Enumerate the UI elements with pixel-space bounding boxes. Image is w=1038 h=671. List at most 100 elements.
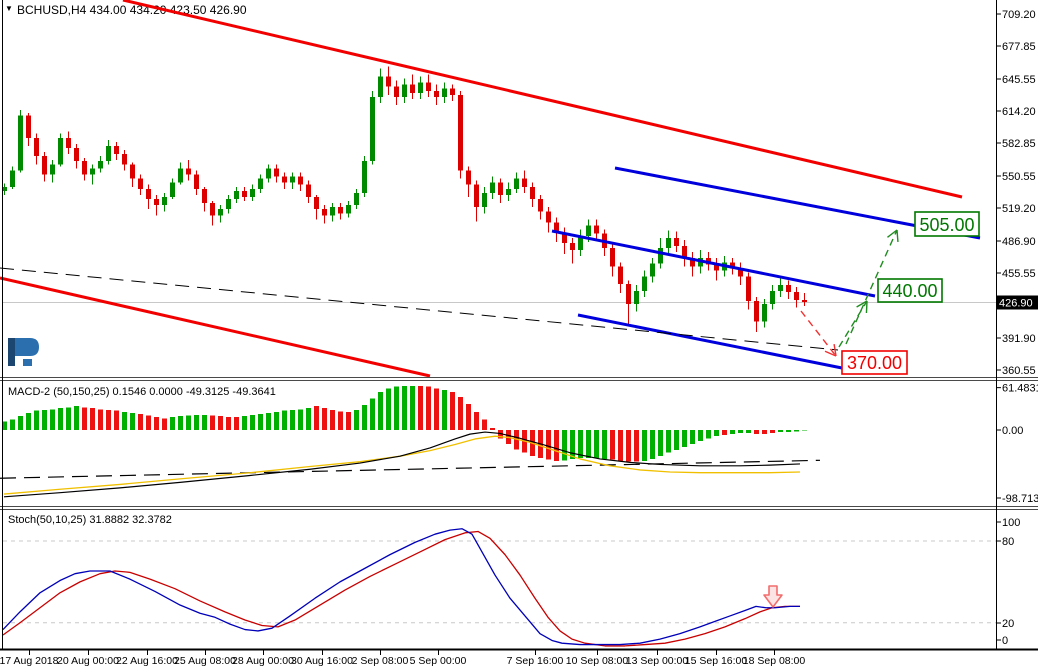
candle-body	[154, 199, 159, 206]
axis-label: 17 Aug 2018	[0, 655, 59, 667]
candle-body	[506, 188, 511, 195]
macd-bar	[722, 430, 727, 435]
macd-bar	[18, 416, 23, 430]
channel-line-blue-middle[interactable]	[551, 229, 876, 298]
macd-bar	[146, 415, 151, 430]
candle-body	[98, 161, 103, 169]
axis-label: 0	[1002, 635, 1008, 647]
candle-body	[498, 182, 503, 195]
trendline-dashed-black[interactable]	[0, 267, 839, 351]
macd-bar	[402, 385, 407, 430]
macd-bar	[322, 407, 327, 430]
price-targets-layer[interactable]: 505.00 440.00 370.00	[841, 211, 980, 375]
target-arrow-440[interactable]	[838, 300, 868, 348]
candles-layer	[2, 66, 807, 332]
candle-body	[330, 207, 335, 216]
candle-body	[770, 290, 775, 305]
macd-bar	[66, 407, 71, 430]
macd-bar	[458, 396, 463, 430]
axis-label: 505.00	[919, 215, 974, 235]
macd-bar	[426, 386, 431, 430]
macd-indicator-label: MACD-2 (50,150,25) 0.1546 0.0000 -49.312…	[8, 386, 276, 398]
macd-bar	[330, 410, 335, 430]
macd-bar	[370, 398, 375, 430]
macd-bar	[138, 414, 143, 430]
arrows-layer[interactable]	[800, 229, 899, 357]
candle-body	[794, 291, 799, 301]
price-axis: 709.20 677.85 645.55 614.20 582.85 550.55 519.…	[997, 9, 1038, 647]
candle-body	[474, 184, 479, 208]
macd-bar	[282, 410, 287, 430]
macd-bar	[442, 390, 447, 430]
macd-signal-line	[3, 435, 801, 495]
candle-body	[170, 182, 175, 197]
candle-body	[642, 276, 647, 291]
resistance-line-red-upper[interactable]	[122, 0, 963, 199]
candle-body	[658, 248, 663, 264]
candle-body	[282, 176, 287, 183]
macd-bar	[114, 410, 119, 430]
candle-body	[634, 290, 639, 305]
candle-body	[594, 225, 599, 234]
candle-body	[306, 184, 311, 197]
macd-bar	[634, 430, 639, 462]
macd-bar	[610, 430, 615, 460]
macd-bar	[802, 430, 807, 431]
axis-label: 18 Sep 08:00	[743, 655, 806, 667]
macd-bar	[98, 409, 103, 430]
support-line-red-lower[interactable]	[0, 276, 431, 378]
candle-body	[570, 242, 575, 251]
macd-bar	[578, 430, 583, 459]
candle-body	[538, 199, 543, 212]
symbol-dropdown-icon[interactable]: ▼	[5, 4, 13, 13]
candle-body	[514, 178, 519, 189]
macd-bar	[762, 430, 767, 435]
macd-bar	[242, 416, 247, 430]
axis-label: 391.90	[1002, 333, 1036, 345]
macd-bar	[34, 410, 39, 430]
chart-title: BCHUSD,H4 434.00 434.20 423.50 426.90	[17, 3, 247, 17]
candle-body	[42, 156, 47, 175]
macd-bar	[786, 430, 791, 433]
axis-label: 10 Sep 08:00	[566, 655, 629, 667]
candle-body	[82, 161, 87, 175]
stoch-down-arrow[interactable]	[763, 585, 783, 608]
channel-line-blue-lower[interactable]	[577, 313, 843, 370]
macd-bar	[42, 410, 47, 430]
candle-body	[266, 168, 271, 179]
candle-body	[130, 164, 135, 179]
macd-bar	[602, 430, 607, 459]
price-target-505[interactable]: 505.00	[914, 211, 980, 237]
macd-dashed-trendline[interactable]	[0, 459, 821, 479]
macd-bar	[226, 416, 231, 430]
price-target-440[interactable]: 440.00	[877, 278, 943, 303]
candle-body	[274, 168, 279, 177]
macd-bar	[58, 407, 63, 430]
macd-bar	[474, 412, 479, 430]
candle-body	[90, 168, 95, 175]
macd-bar	[682, 430, 687, 448]
candle-body	[738, 268, 743, 277]
macd-bar	[770, 430, 775, 433]
macd-bar	[418, 385, 423, 430]
target-arrow-505[interactable]	[845, 229, 899, 345]
candle-body	[114, 145, 119, 155]
candle-body	[690, 258, 695, 267]
axis-label: 582.85	[1002, 138, 1036, 150]
macd-bar	[650, 430, 655, 459]
macd-bar	[730, 430, 735, 435]
price-target-370[interactable]: 370.00	[841, 350, 908, 375]
axis-label: -98.7138	[1002, 493, 1038, 505]
axis-label: 30 Aug 16:00	[291, 655, 353, 667]
candle-body	[714, 264, 719, 271]
candle-body	[122, 154, 127, 165]
axis-label: 360.55	[1002, 365, 1036, 377]
axis-label: 61.4831	[1002, 383, 1038, 395]
macd-bar	[338, 411, 343, 430]
drop-arrow-370[interactable]	[800, 310, 837, 357]
candle-body	[26, 115, 31, 138]
macd-bar	[618, 430, 623, 462]
candle-body	[194, 174, 199, 189]
